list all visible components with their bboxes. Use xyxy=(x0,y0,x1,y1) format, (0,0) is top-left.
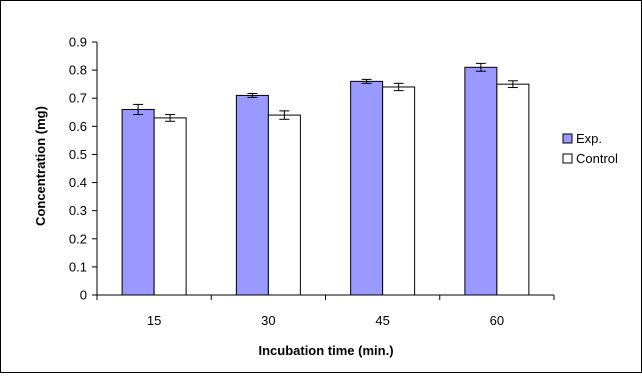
plot-area: 0 0.1 0.2 0.3 0.4 0.5 0.6 0.7 0.8 0.9 15 30 45 60 xyxy=(69,35,555,328)
legend: Exp. Control xyxy=(562,131,618,166)
y-tick-label: 0.1 xyxy=(69,259,87,274)
x-tick-label: 45 xyxy=(375,313,389,328)
legend-swatch xyxy=(562,133,573,144)
x-tick-label: 15 xyxy=(147,313,161,328)
bar-exp xyxy=(235,94,269,296)
x-tick-label: 60 xyxy=(490,313,504,328)
legend-swatch xyxy=(562,153,573,164)
y-tick-label: 0.2 xyxy=(69,231,87,246)
y-tick-label: 0.5 xyxy=(69,147,87,162)
bar-control xyxy=(153,117,187,296)
legend-label: Control xyxy=(576,151,618,166)
y-tick-label: 0.8 xyxy=(69,63,87,78)
legend-label: Exp. xyxy=(576,131,602,146)
y-tick-label: 0 xyxy=(80,288,87,303)
y-tick-label: 0.7 xyxy=(69,91,87,106)
x-tick-label: 30 xyxy=(261,313,275,328)
y-tick-label: 0.9 xyxy=(69,35,87,50)
y-tick-label: 0.3 xyxy=(69,203,87,218)
y-tick-label: 0.4 xyxy=(69,175,87,190)
bar-exp xyxy=(121,108,155,296)
y-tick-label: 0.6 xyxy=(69,119,87,134)
bar-control xyxy=(267,114,301,296)
y-axis-title: Concentration (mg) xyxy=(33,106,48,226)
bar-control xyxy=(496,83,530,296)
bar-control xyxy=(382,86,416,296)
x-axis-title: Incubation time (min.) xyxy=(258,343,393,358)
bar-exp xyxy=(464,66,498,296)
bar-exp xyxy=(350,80,384,296)
